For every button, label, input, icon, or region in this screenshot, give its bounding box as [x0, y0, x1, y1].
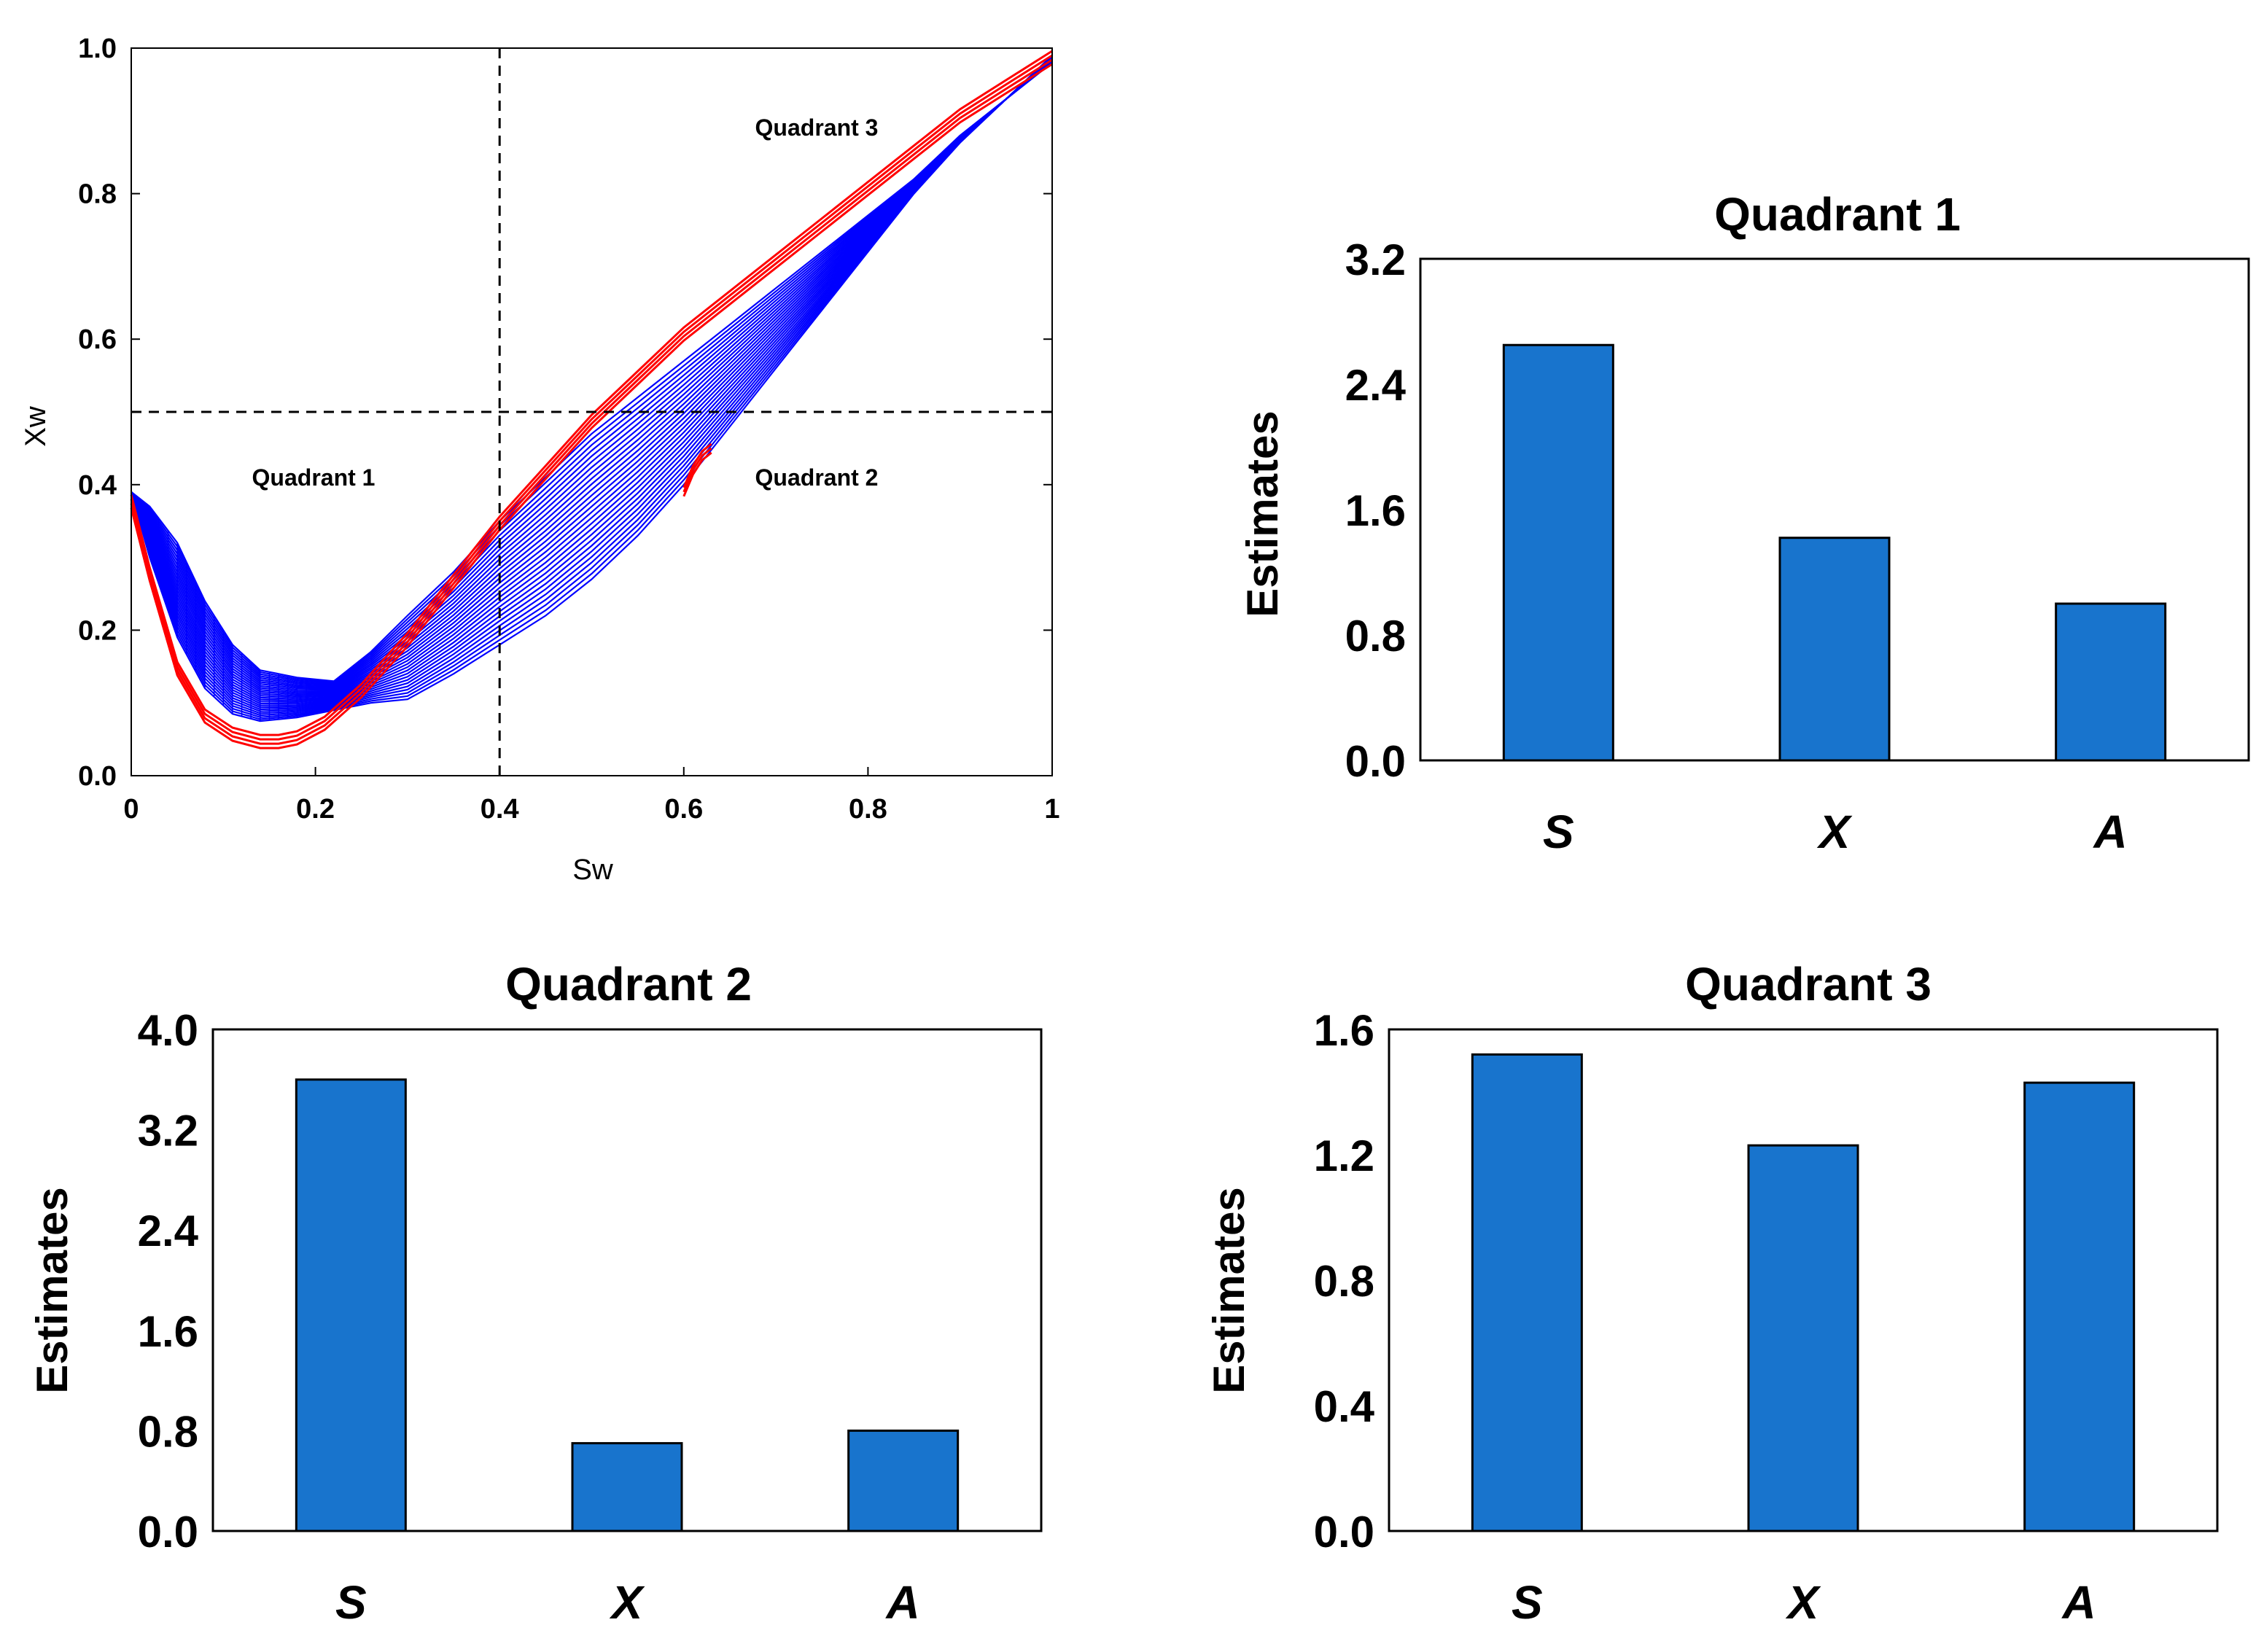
axis-layer: 0 0.2 0.4 0.6 0.8 1 0.0 0.2 0.4 0.6 0.8 1.0 [78, 34, 1059, 825]
x-tick-label: 0.4 [481, 794, 519, 825]
red-curve [130, 50, 1053, 736]
y-tick-label: 0.8 [1314, 1257, 1374, 1306]
bar-X [1747, 1144, 1859, 1532]
category-label: A [2061, 1576, 2096, 1629]
category-label: S [1543, 806, 1574, 858]
y-tick-label: 0.8 [1345, 612, 1406, 661]
y-tick-label: 0.4 [78, 470, 117, 501]
blue-curve [131, 55, 1053, 685]
blue-curve [131, 56, 1053, 688]
quadrant-2-title: Quadrant 2 [505, 958, 752, 1010]
y-tick-label: 0.0 [1345, 737, 1406, 786]
bar-S [1502, 343, 1614, 762]
y-tick-label: 1.6 [1345, 486, 1406, 535]
blue-curve [130, 60, 1053, 711]
y-tick-label: 2.4 [138, 1207, 199, 1255]
x-axis-label: Sw [572, 854, 613, 886]
bar-A [847, 1429, 960, 1532]
red-curve [130, 63, 1053, 749]
category-label: A [885, 1576, 920, 1629]
y-tick-label: 1.6 [138, 1307, 198, 1356]
bar-X [1778, 537, 1891, 762]
blue-curve [131, 58, 1053, 697]
quadrant-2-y-label: Estimates [28, 1187, 77, 1393]
category-label: X [610, 1576, 645, 1629]
quadrant-3-bar-chart: Quadrant 3 Estimates S X A 0.0 0.4 0.8 1.2 1.6 [1205, 958, 2219, 1629]
red-curve [682, 451, 712, 497]
x-tick-label: 0 [123, 794, 139, 825]
blue-curve [131, 55, 1053, 687]
red-curve [682, 447, 712, 493]
category-label: X [1786, 1576, 1821, 1629]
curve-layer [130, 50, 1053, 749]
blue-curve [131, 56, 1053, 690]
y-tick-label: 0.4 [1314, 1382, 1375, 1431]
blue-curve [131, 57, 1053, 694]
x-tick-label: 0.8 [849, 794, 887, 825]
bar-A [2055, 602, 2167, 762]
x-tick-label: 1 [1044, 794, 1059, 825]
y-tick-label: 3.2 [138, 1107, 198, 1156]
blue-curve [130, 61, 1053, 712]
y-tick-label: 0.2 [78, 615, 117, 646]
category-label: S [335, 1576, 367, 1629]
y-tick-label: 3.2 [1345, 235, 1406, 284]
blue-curve [131, 56, 1053, 689]
red-curve [682, 443, 712, 488]
x-tick-label: 0.6 [664, 794, 703, 825]
x-tick-label: 0.2 [296, 794, 335, 825]
blue-curve [130, 61, 1053, 718]
y-tick-label: 0.8 [138, 1407, 198, 1456]
blue-curve [130, 60, 1053, 709]
y-tick-label: 2.4 [1345, 361, 1407, 410]
quadrant-2-bar-chart: Quadrant 2 Estimates S X A 0.0 0.8 1.6 2.4 3.2 4… [28, 958, 1043, 1629]
blue-curve [130, 59, 1053, 704]
blue-curve [130, 61, 1053, 720]
blue-curve [130, 60, 1053, 706]
blue-curve [130, 61, 1053, 714]
y-tick-label: 1.6 [1314, 1006, 1374, 1055]
y-tick-label: 4.0 [138, 1006, 198, 1055]
blue-curve [131, 58, 1053, 698]
y-tick-label: 0.0 [138, 1508, 198, 1556]
quadrant-1-title: Quadrant 1 [1714, 188, 1961, 241]
quadrant-1-annotation: Quadrant 1 [252, 464, 376, 491]
bar-A [2023, 1081, 2136, 1532]
blue-curve [130, 61, 1053, 717]
category-label: X [1817, 806, 1853, 858]
quadrant-1-bar-chart: Quadrant 1 Estimates S X A 0.0 0.8 1.6 2.4 3.2 [1238, 188, 2250, 858]
blue-curve [131, 55, 1053, 686]
category-label: A [2093, 806, 2128, 858]
quadrant-1-y-label: Estimates [1238, 410, 1287, 617]
quadrant-3-title: Quadrant 3 [1685, 958, 1932, 1010]
y-tick-label: 0.0 [1314, 1508, 1374, 1556]
blue-curve [130, 62, 1053, 722]
bar-S [1471, 1053, 1583, 1532]
bar-X [571, 1442, 683, 1532]
blue-curve [131, 58, 1053, 696]
xw-sw-plot: 0 0.2 0.4 0.6 0.8 1 0.0 0.2 0.4 0.6 0.8 1.0 Sw Xw Q… [20, 34, 1060, 886]
blue-curve [131, 57, 1053, 691]
bar-S [295, 1078, 407, 1532]
blue-curve [130, 59, 1053, 705]
category-label: S [1512, 1576, 1543, 1629]
y-tick-label: 0.8 [78, 179, 117, 210]
y-axis-label: Xw [20, 406, 52, 447]
y-tick-label: 0.0 [78, 761, 117, 792]
red-curve [130, 58, 1053, 745]
quadrant-3-y-label: Estimates [1205, 1187, 1253, 1393]
y-tick-label: 1.2 [1314, 1131, 1374, 1180]
quadrant-3-annotation: Quadrant 3 [755, 114, 879, 141]
y-tick-label: 1.0 [78, 34, 117, 64]
blue-curve [130, 58, 1053, 700]
quadrant-2-annotation: Quadrant 2 [755, 464, 879, 491]
blue-curve [131, 57, 1053, 693]
blue-curve [130, 58, 1053, 702]
y-tick-label: 0.6 [78, 324, 117, 355]
